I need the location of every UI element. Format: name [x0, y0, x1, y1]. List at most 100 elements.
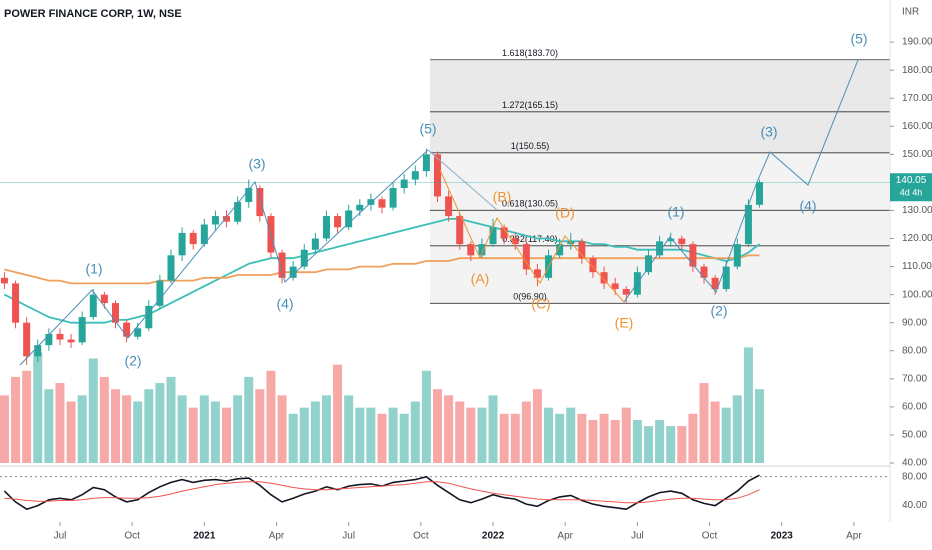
candle-body [56, 333, 64, 340]
volume-bar [488, 395, 498, 463]
x-tick-label: Jul [342, 531, 355, 542]
candle-body [667, 238, 675, 242]
candle-body [556, 244, 564, 256]
volume-bar [166, 376, 176, 463]
volume-bar [621, 407, 631, 463]
wave-label: (5) [850, 31, 867, 47]
volume-bar [721, 407, 731, 463]
candle-body [256, 188, 264, 217]
volume-bar [399, 413, 409, 463]
moving-average [3, 218, 761, 324]
candle-body [489, 227, 497, 245]
plot-area: (1) (2) (3) (4) (5) (A) (B) (C) (D) (E) (1) (2) (3) (… [0, 31, 868, 463]
candle-body [578, 241, 586, 259]
candle-body [189, 232, 197, 245]
x-tick-label: Apr [846, 531, 862, 542]
x-tick-label: Jul [54, 531, 67, 542]
candle-body [334, 216, 342, 228]
volume-bar [133, 401, 143, 463]
y-tick-label: 180.00 [902, 65, 932, 76]
wave-label: (A) [471, 271, 490, 287]
candle-body [711, 277, 719, 290]
wave-label: (2) [124, 353, 141, 369]
candle-body [522, 244, 530, 270]
y-tick-label: 90.00 [902, 317, 927, 328]
candle-body [322, 216, 330, 239]
wave-label: (2) [710, 303, 727, 319]
wave-line [19, 149, 429, 366]
fib-label: 0.618(130.05) [502, 199, 558, 209]
wave-label: (1) [667, 204, 684, 220]
volume-bar [743, 347, 753, 463]
y-tick-label: 130.00 [902, 205, 932, 216]
candle-body [123, 322, 131, 337]
x-tick-label: Oct [124, 531, 140, 542]
fib-label: 1.272(165.15) [502, 100, 558, 110]
volume-bar [188, 407, 198, 463]
candle-body [500, 227, 508, 239]
candle-body [12, 283, 20, 323]
candle-body [656, 241, 664, 256]
volume-bar [222, 407, 232, 463]
volume-bar [732, 395, 742, 463]
volume-bar [521, 401, 531, 463]
y-tick-label: 170.00 [902, 93, 932, 104]
candle-body [234, 202, 242, 222]
volume-bar [444, 395, 454, 463]
candle-body [134, 328, 142, 337]
volume-bar [99, 376, 109, 463]
volume-bar [66, 401, 76, 463]
y-tick-label: 190.00 [902, 37, 932, 48]
volume-bar [255, 389, 265, 463]
candle-body [211, 216, 219, 225]
candle-body [756, 182, 764, 205]
y-tick-label: 50.00 [902, 430, 927, 441]
candle-body [111, 303, 119, 323]
currency: INR [902, 7, 919, 18]
volume-bar [310, 401, 320, 463]
wave-label: (D) [555, 205, 574, 221]
candle-body [100, 294, 108, 304]
volume-bar [610, 419, 620, 463]
x-tick-label: 2021 [193, 531, 216, 542]
fib-label: 1.618(183.70) [502, 48, 558, 58]
volume-bar [710, 401, 720, 463]
volume-bar [177, 395, 187, 463]
volume-bar [233, 395, 243, 463]
candle-body [78, 317, 86, 343]
volume-bar [366, 407, 376, 463]
volume-bar [499, 413, 509, 463]
volume-bar [44, 389, 54, 463]
volume-bar [410, 401, 420, 463]
candle-body [89, 294, 97, 318]
y-tick-label: 110.00 [902, 261, 932, 272]
candle-body [400, 179, 408, 189]
candle-body [589, 258, 597, 273]
volume-bar [144, 389, 154, 463]
volume-bar [677, 426, 687, 463]
candle-body [145, 305, 153, 329]
y-tick-label: 150.00 [902, 149, 932, 160]
x-tick-label: Jul [631, 531, 644, 542]
wave-label: (4) [799, 198, 816, 214]
volume-bar [88, 358, 98, 463]
candle-body [700, 266, 708, 278]
y-tick-label: 40.00 [902, 458, 927, 469]
candle-body [289, 266, 297, 278]
candle-body [722, 266, 730, 290]
candle-body [689, 244, 697, 267]
indicator-tick-label: 80.00 [902, 471, 927, 482]
volume-bar [33, 352, 43, 463]
volume-bar [477, 407, 487, 463]
volume-bar [210, 401, 220, 463]
indicator-tick-label: 40.00 [902, 500, 927, 511]
y-tick-label: 80.00 [902, 345, 927, 356]
x-tick-label: Oct [413, 531, 429, 542]
fib-zone: 1.618(183.70) 1.272(165.15) 1(150.55) 0.618… [430, 48, 890, 304]
volume-bar [155, 383, 165, 463]
volume-bar [266, 370, 276, 463]
candle-body [223, 216, 231, 222]
last-price-label: 140.05 [896, 175, 927, 186]
candle-body [200, 224, 208, 245]
wave-label: (4) [276, 296, 293, 312]
